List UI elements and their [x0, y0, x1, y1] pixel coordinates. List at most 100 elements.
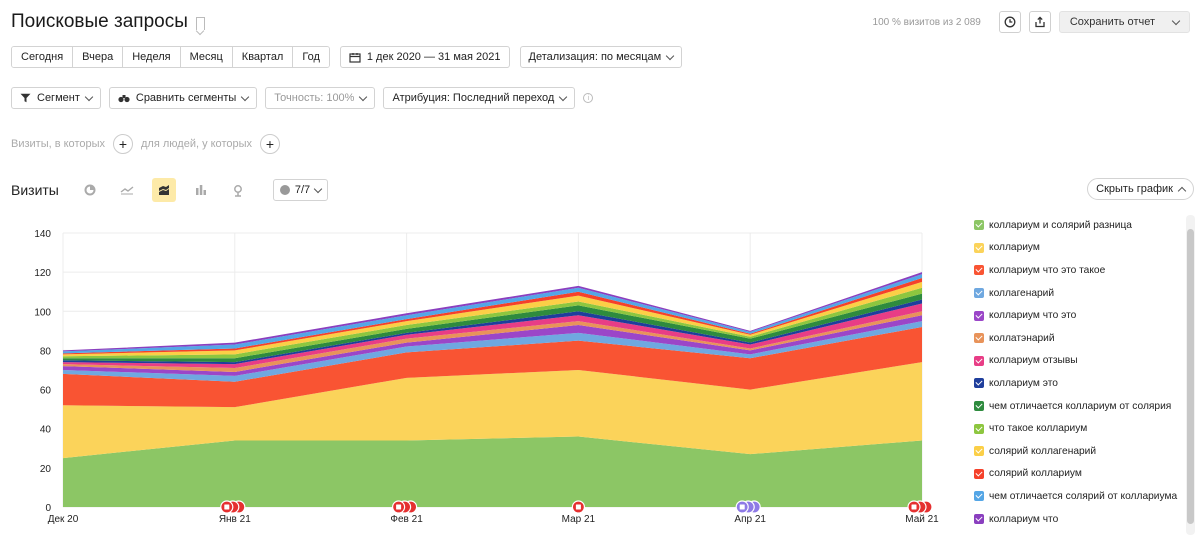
legend-item[interactable]: коллариум — [974, 237, 1184, 260]
legend-item[interactable]: коллариум что — [974, 508, 1184, 531]
legend-label: чем отличается солярий от коллариума — [989, 490, 1178, 502]
legend-item[interactable]: солярий коллариум — [974, 463, 1184, 486]
legend-label: коллариум — [989, 242, 1040, 254]
save-report-button[interactable]: Сохранить отчет — [1058, 11, 1190, 33]
chart-area: 0 20 40 60 80 100 120 140 Дек 20 Янв 21 Фев 21 Мар … — [0, 220, 960, 542]
x-tick-label: Янв 21 — [219, 514, 251, 525]
y-tick-label: 100 — [34, 307, 51, 318]
hide-chart-button[interactable]: Скрыть график — [1087, 178, 1194, 200]
bar-chart-view-icon[interactable] — [189, 178, 213, 202]
legend-checkbox[interactable] — [974, 514, 984, 525]
detail-label: Детализация: по месяцам — [528, 51, 662, 63]
legend-checkbox[interactable] — [974, 423, 984, 434]
legend-checkbox[interactable] — [974, 468, 984, 479]
annotation-glyph — [739, 504, 745, 510]
annotation-marker-icon[interactable] — [735, 500, 761, 514]
period-month[interactable]: Месяц — [180, 47, 233, 67]
legend-item[interactable]: чем отличается коллариум от солярия — [974, 395, 1184, 418]
pie-chart-view-icon[interactable] — [78, 178, 102, 202]
add-people-condition-button[interactable]: + — [260, 134, 280, 154]
y-tick-label: 40 — [40, 425, 52, 436]
segment-dropdown[interactable]: Сегмент — [11, 87, 101, 109]
legend-item[interactable]: коллатэнарий — [974, 327, 1184, 350]
stacked-area-chart[interactable]: 0 20 40 60 80 100 120 140 Дек 20 Янв 21 Фев 21 Мар … — [0, 220, 960, 542]
x-tick-label: Апр 21 — [734, 514, 766, 525]
period-week[interactable]: Неделя — [123, 47, 181, 67]
legend-label: коллариум что это такое — [989, 264, 1106, 276]
legend-item[interactable]: что такое коллариум — [974, 417, 1184, 440]
legend-scrollbar[interactable] — [1186, 215, 1195, 535]
chevron-down-icon — [313, 184, 323, 193]
compare-segments-dropdown[interactable]: Сравнить сегменты — [108, 87, 258, 109]
legend-checkbox[interactable] — [974, 378, 984, 389]
legend-item[interactable]: коллариум отзывы — [974, 350, 1184, 373]
hide-chart-label: Скрыть график — [1096, 183, 1173, 195]
add-visit-condition-button[interactable]: + — [113, 134, 133, 154]
segment-label: Сегмент — [37, 92, 80, 104]
area-series — [63, 362, 922, 459]
area-series — [63, 321, 922, 382]
annotation-marker-icon[interactable] — [571, 500, 586, 514]
chevron-up-icon — [1177, 186, 1187, 195]
legend-checkbox[interactable] — [974, 288, 984, 299]
attribution-label: Атрибуция: Последний переход — [392, 92, 555, 104]
annotation-glyph — [575, 504, 581, 510]
series-selector-dropdown[interactable]: 7/7 — [272, 179, 329, 201]
period-year[interactable]: Год — [293, 47, 329, 67]
line-chart-view-icon[interactable] — [115, 178, 139, 202]
metric-label: Визиты — [11, 182, 59, 198]
history-button[interactable] — [998, 11, 1021, 33]
info-icon[interactable]: i — [583, 93, 594, 103]
chevron-down-icon — [1171, 16, 1181, 25]
legend-item[interactable]: коллариум и солярий разница — [974, 214, 1184, 237]
legend-item[interactable]: солярий коллагенарий — [974, 440, 1184, 463]
legend-item[interactable]: коллариум что это — [974, 304, 1184, 327]
accuracy-label: Точность: 100% — [274, 92, 355, 104]
stacked-area-view-icon[interactable] — [151, 178, 176, 202]
calendar-icon — [349, 52, 361, 63]
legend-item[interactable]: коллагенарий — [974, 282, 1184, 305]
date-range-button[interactable]: 1 дек 2020 — 31 мая 2021 — [339, 46, 510, 68]
chevron-down-icon — [559, 92, 568, 101]
legend-label: чем отличается коллариум от солярия — [989, 400, 1172, 412]
period-today[interactable]: Сегодня — [12, 47, 74, 67]
attribution-dropdown[interactable]: Атрибуция: Последний переход — [383, 87, 576, 109]
legend-item[interactable]: коллариум что это такое — [974, 259, 1184, 282]
x-tick-label: Фев 21 — [390, 514, 423, 525]
legend-checkbox[interactable] — [974, 310, 984, 321]
accuracy-dropdown[interactable]: Точность: 100% — [265, 87, 376, 109]
legend-checkbox[interactable] — [974, 333, 984, 344]
legend-checkbox[interactable] — [974, 446, 984, 457]
legend-label: коллариум что — [989, 513, 1059, 525]
page-title-text: Поисковые запросы — [11, 11, 188, 32]
legend-checkbox[interactable] — [974, 491, 984, 502]
detail-dropdown[interactable]: Детализация: по месяцам — [519, 46, 683, 68]
legend-checkbox[interactable] — [974, 401, 984, 412]
map-view-icon[interactable] — [226, 178, 250, 202]
compare-segments-label: Сравнить сегменты — [135, 92, 237, 104]
legend-label: коллариум отзывы — [989, 355, 1078, 367]
legend-scrollbar-thumb[interactable] — [1187, 229, 1194, 524]
export-button[interactable] — [1028, 11, 1051, 33]
legend-checkbox[interactable] — [974, 220, 984, 231]
legend-item[interactable]: коллариум это — [974, 372, 1184, 395]
annotation-marker-icon[interactable] — [220, 500, 246, 514]
legend-checkbox[interactable] — [974, 355, 984, 366]
period-selector: Сегодня Вчера Неделя Месяц Квартал Год — [11, 46, 330, 68]
annotation-marker-icon[interactable] — [907, 500, 933, 514]
clock-icon — [1004, 16, 1016, 28]
legend-checkbox[interactable] — [974, 242, 984, 253]
y-tick-label: 140 — [34, 229, 51, 240]
legend-item[interactable]: чем отличается солярий от коллариума — [974, 485, 1184, 508]
page-title: Поисковые запросы — [11, 11, 205, 33]
y-tick-label: 0 — [45, 503, 51, 514]
y-tick-label: 20 — [40, 464, 52, 475]
annotation-marker-icon[interactable] — [392, 500, 418, 514]
bookmark-icon[interactable] — [195, 16, 205, 30]
period-yesterday[interactable]: Вчера — [73, 47, 124, 67]
period-toolbar: Сегодня Вчера Неделя Месяц Квартал Год 1… — [11, 46, 683, 68]
legend-checkbox[interactable] — [974, 265, 984, 276]
period-quarter[interactable]: Квартал — [232, 47, 294, 67]
chevron-down-icon — [84, 92, 94, 101]
area-series — [63, 315, 922, 376]
